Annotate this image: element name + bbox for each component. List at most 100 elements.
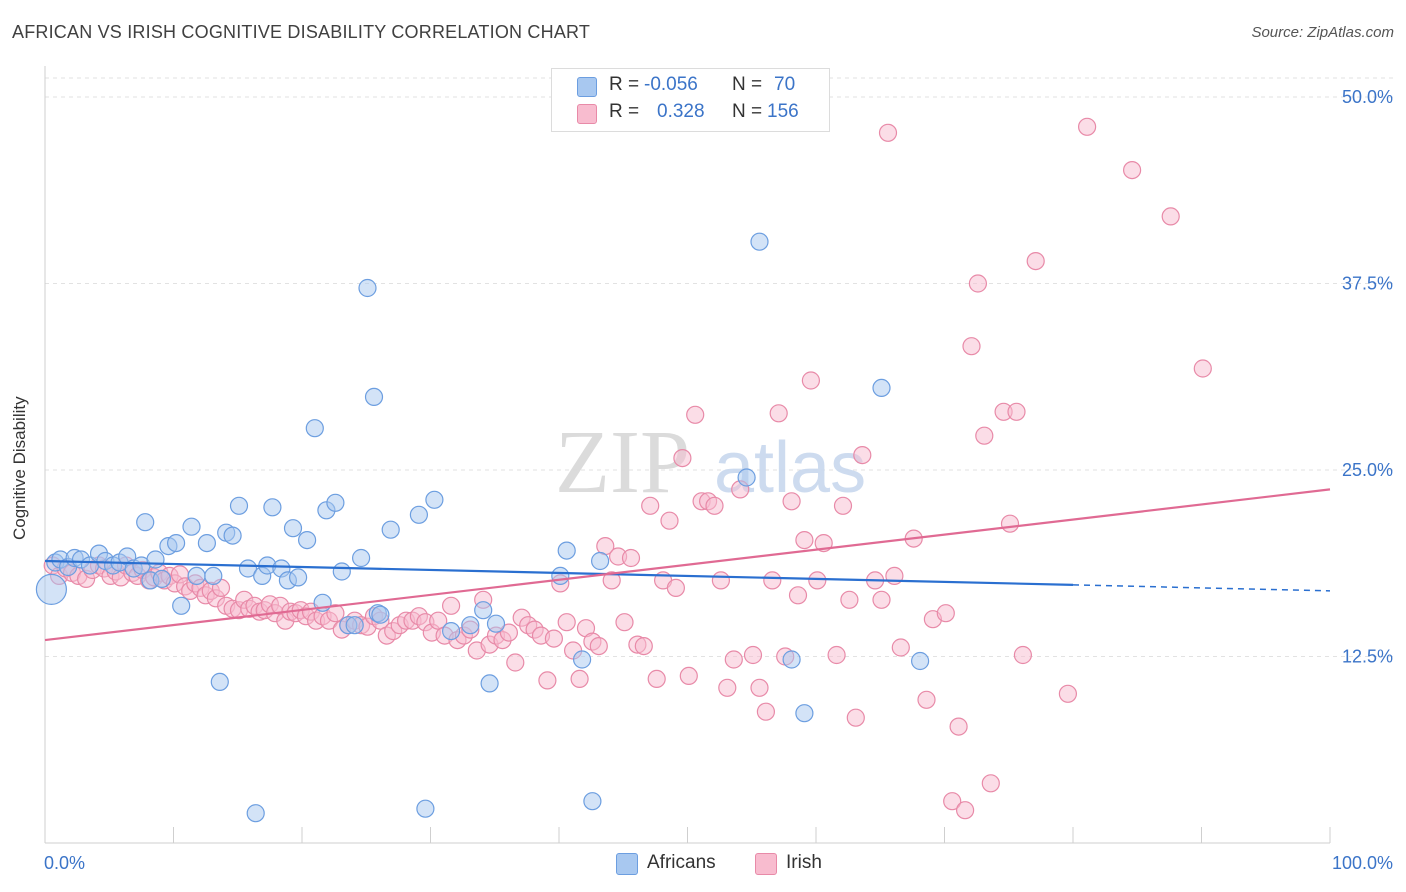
africans-point <box>289 568 308 587</box>
stats-r-label: R = <box>609 74 640 95</box>
irish-point <box>840 590 859 609</box>
africans-point <box>167 533 186 553</box>
africans-points <box>35 232 930 823</box>
x-tick-label-max: 100.0% <box>1332 853 1393 873</box>
irish-point <box>442 596 461 615</box>
irish-point <box>506 653 525 672</box>
irish-point <box>1007 402 1026 421</box>
africans-point <box>425 490 444 509</box>
africans-legend-label: Africans <box>647 852 716 873</box>
irish-point <box>756 702 776 721</box>
irish-point <box>853 446 872 465</box>
irish-legend-label: Irish <box>786 852 822 873</box>
irish-point <box>782 492 801 511</box>
watermark-zip: ZIP <box>555 413 690 512</box>
irish-point <box>711 571 731 590</box>
stats-r-value: -0.056 <box>644 74 698 95</box>
irish-point <box>917 690 936 709</box>
irish-point <box>602 571 621 590</box>
irish-point <box>943 792 962 811</box>
irish-point <box>795 530 814 550</box>
africans-point <box>461 616 480 635</box>
africans-swatch <box>577 77 597 97</box>
irish-point <box>763 571 782 590</box>
irish-point <box>1077 117 1097 136</box>
africans-point <box>782 650 801 669</box>
irish-point <box>1026 252 1045 271</box>
africans-point <box>229 496 249 515</box>
africans-legend-swatch <box>616 853 638 875</box>
stats-row-irish: R = 0.328 N = 156 <box>552 101 829 127</box>
irish-point <box>936 604 955 623</box>
africans-point <box>910 651 930 671</box>
irish-point <box>679 666 698 686</box>
africans-point <box>305 419 324 438</box>
africans-point <box>737 468 756 487</box>
irish-point <box>975 426 994 445</box>
africans-point <box>187 566 206 586</box>
africans-trend-extension <box>1072 584 1331 592</box>
stats-n-label: N = <box>732 101 763 122</box>
africans-point <box>136 513 155 532</box>
africans-point <box>557 541 576 560</box>
irish-point <box>962 337 981 356</box>
africans-point <box>474 601 493 620</box>
africans-point <box>197 533 216 553</box>
africans-point <box>204 566 223 586</box>
africans-point <box>590 551 610 571</box>
africans-point <box>486 614 506 633</box>
irish-point <box>872 590 891 609</box>
stats-n-label: N = <box>732 74 763 95</box>
stats-n-value: 156 <box>767 101 799 122</box>
irish-point <box>615 613 634 632</box>
africans-point <box>795 704 814 723</box>
africans-point <box>480 674 499 693</box>
irish-point <box>647 669 666 689</box>
africans-point <box>352 548 371 568</box>
irish-point <box>673 449 692 468</box>
y-tick-label: 25.0% <box>1342 460 1393 480</box>
irish-point <box>499 623 518 642</box>
africans-point <box>551 566 570 586</box>
africans-trend-line <box>44 559 1074 586</box>
irish-point <box>634 636 653 656</box>
africans-point <box>146 550 165 569</box>
irish-point <box>878 123 898 142</box>
africans-point <box>381 520 400 539</box>
irish-point <box>660 511 679 530</box>
africans-point <box>364 387 384 406</box>
irish-point <box>326 604 345 623</box>
irish-point <box>621 548 641 568</box>
irish-point <box>833 496 853 515</box>
irish-point <box>769 404 788 423</box>
irish-point <box>827 645 846 665</box>
africans-point <box>358 278 377 298</box>
africans-point <box>409 505 428 524</box>
irish-swatch <box>577 104 597 124</box>
stats-legend: R = -0.056 N = 70 R = 0.328 N = 156 <box>551 68 830 132</box>
africans-point <box>583 792 602 811</box>
irish-point <box>949 717 968 736</box>
irish-point <box>1193 359 1212 378</box>
irish-trend-line <box>44 488 1331 642</box>
africans-point <box>371 605 390 624</box>
irish-point <box>1161 207 1180 226</box>
africans-point <box>326 493 345 512</box>
y-tick-label: 37.5% <box>1342 274 1393 294</box>
irish-point <box>1122 161 1142 180</box>
irish-point <box>1000 514 1020 533</box>
africans-point <box>332 562 351 581</box>
chart-title: AFRICAN VS IRISH COGNITIVE DISABILITY CO… <box>12 22 591 42</box>
irish-point <box>788 586 808 605</box>
x-tick-label-min: 0.0% <box>44 853 85 873</box>
stats-row-africans: R = -0.056 N = 70 <box>552 74 829 100</box>
africans-point <box>345 616 364 635</box>
irish-point <box>718 678 737 697</box>
tick-labels: 12.5% 25.0% 37.5% 50.0% 0.0% 100.0% <box>44 87 1393 873</box>
y-tick-label: 50.0% <box>1342 87 1393 107</box>
africans-point <box>263 498 282 517</box>
irish-point <box>544 629 564 648</box>
africans-point <box>172 596 191 615</box>
africans-point <box>152 569 171 589</box>
